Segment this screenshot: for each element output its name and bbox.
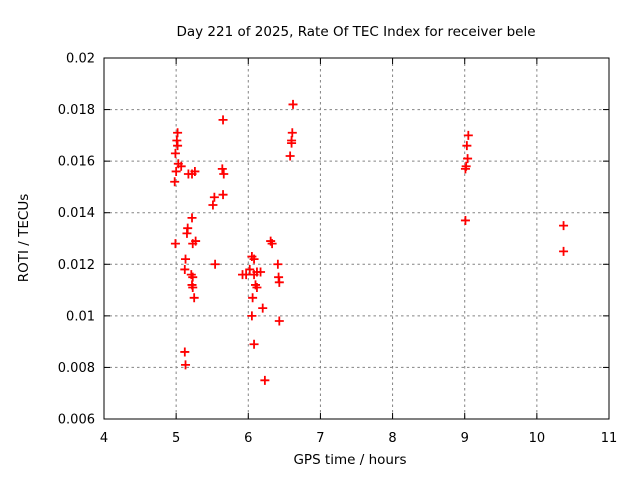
- plot-frame: [103, 57, 610, 420]
- data-point-marker: [249, 270, 259, 280]
- y-tick-label: 0.014: [58, 206, 95, 221]
- x-tick-label: 4: [100, 431, 108, 446]
- data-points: [170, 99, 569, 385]
- x-tick-label: 11: [601, 431, 618, 446]
- data-point-marker: [273, 259, 283, 269]
- y-tick-label: 0.016: [58, 155, 95, 170]
- frame-border: [103, 57, 610, 420]
- data-point-marker: [170, 148, 180, 158]
- data-point-marker: [218, 190, 228, 200]
- data-point-marker: [260, 375, 270, 385]
- data-point-marker: [170, 177, 180, 187]
- data-point-marker: [170, 239, 180, 249]
- data-point-marker: [181, 360, 191, 370]
- data-point-marker: [559, 221, 569, 231]
- data-point-marker: [287, 138, 297, 148]
- data-point-marker: [218, 115, 228, 125]
- data-point-marker: [287, 128, 297, 138]
- data-point-marker: [258, 303, 268, 313]
- data-point-marker: [462, 141, 472, 151]
- data-point-marker: [191, 236, 201, 246]
- data-point-marker: [208, 200, 218, 210]
- data-point-marker: [267, 239, 277, 249]
- data-point-marker: [285, 151, 295, 161]
- data-point-marker: [180, 347, 190, 357]
- y-tick-label: 0.02: [66, 52, 95, 67]
- data-point-marker: [217, 164, 227, 174]
- y-tick-label: 0.018: [58, 103, 95, 118]
- data-point-marker: [463, 130, 473, 140]
- tick-labels: 4 5 6 7 8 9 10 11 0.006 0.008 0.01 0.012 0.014 0.016 0…: [58, 52, 617, 447]
- data-point-marker: [209, 192, 219, 202]
- data-point-marker: [460, 215, 470, 225]
- y-tick-label: 0.006: [58, 413, 95, 428]
- data-point-marker: [274, 277, 284, 287]
- data-point-marker: [249, 254, 259, 264]
- data-point-marker: [241, 270, 251, 280]
- data-point-marker: [188, 282, 198, 292]
- x-tick-label: 9: [461, 431, 469, 446]
- data-point-marker: [252, 282, 262, 292]
- x-tick-label: 10: [529, 431, 546, 446]
- y-tick-label: 0.012: [58, 258, 95, 273]
- data-point-marker: [187, 213, 197, 223]
- data-point-marker: [274, 316, 284, 326]
- x-tick-label: 5: [172, 431, 180, 446]
- data-point-marker: [176, 161, 186, 171]
- data-point-marker: [256, 267, 266, 277]
- data-point-marker: [189, 293, 199, 303]
- data-point-marker: [288, 99, 298, 109]
- data-point-marker: [460, 164, 470, 174]
- data-point-marker: [210, 259, 220, 269]
- x-tick-label: 8: [388, 431, 396, 446]
- data-point-marker: [173, 141, 183, 151]
- y-tick-label: 0.008: [58, 361, 95, 376]
- x-tick-label: 6: [244, 431, 252, 446]
- data-point-marker: [219, 169, 229, 179]
- data-point-marker: [248, 293, 258, 303]
- gridlines: [104, 58, 609, 419]
- data-point-marker: [559, 246, 569, 256]
- chart-title: Day 221 of 2025, Rate Of TEC Index for r…: [176, 24, 535, 40]
- data-point-marker: [171, 166, 181, 176]
- data-point-marker: [249, 339, 259, 349]
- data-point-marker: [188, 272, 198, 282]
- tick-marks: [103, 57, 610, 420]
- data-point-marker: [182, 228, 192, 238]
- y-axis-label: ROTI / TECUs: [16, 194, 32, 282]
- data-point-marker: [247, 311, 257, 321]
- data-point-marker: [190, 166, 200, 176]
- data-point-marker: [463, 154, 473, 164]
- data-point-marker: [181, 254, 191, 264]
- data-point-marker: [245, 264, 255, 274]
- data-point-marker: [180, 264, 190, 274]
- data-point-marker: [173, 128, 183, 138]
- y-tick-label: 0.01: [66, 309, 95, 324]
- x-tick-label: 7: [316, 431, 324, 446]
- x-axis-label: GPS time / hours: [293, 452, 406, 468]
